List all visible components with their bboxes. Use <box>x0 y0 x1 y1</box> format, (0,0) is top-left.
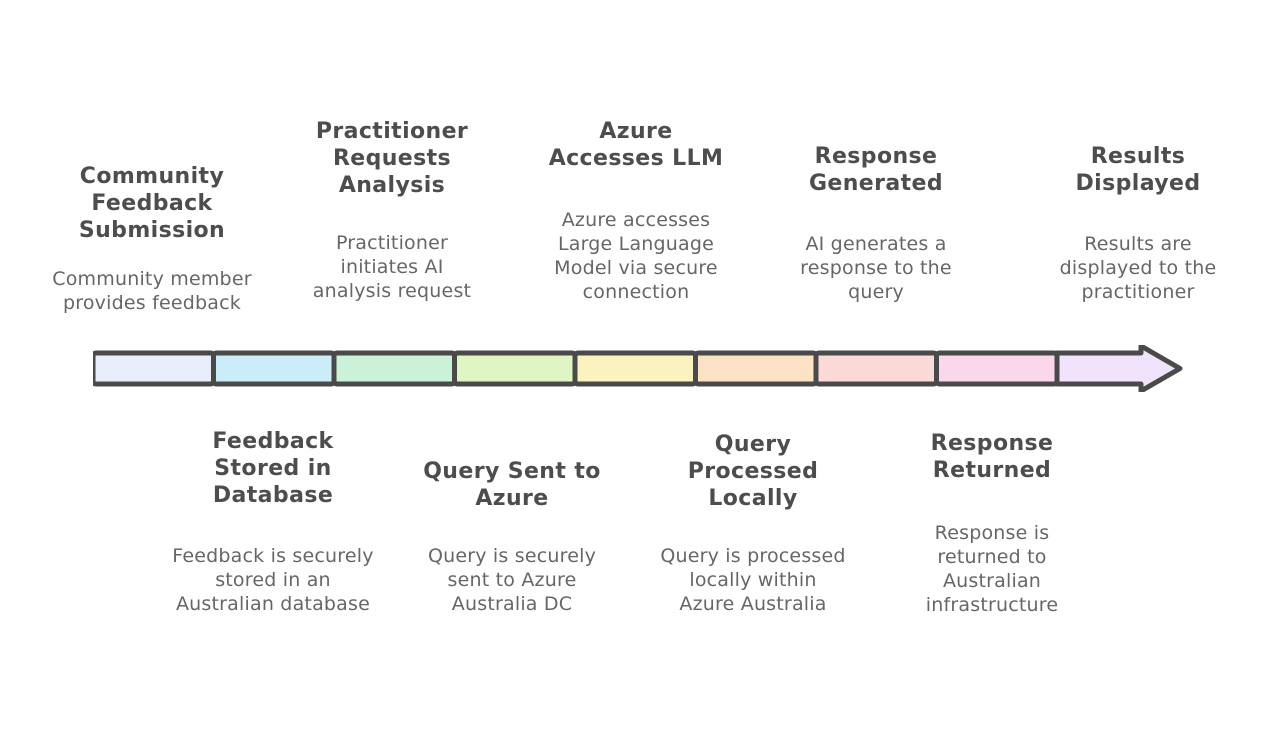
timeline-event-title: Feedback Stored in Database <box>212 429 334 508</box>
timeline-segment <box>211 350 337 387</box>
timeline-event-title: Practitioner Requests Analysis <box>315 119 469 198</box>
timeline-event-title: Response Generated <box>808 144 944 196</box>
timeline-event-description: Query is securely sent to Azure Australi… <box>427 545 597 615</box>
timeline-event-title: Community Feedback Submission <box>78 164 226 243</box>
timeline-event-title: Results Displayed <box>1075 144 1201 196</box>
timeline-event-description: Azure accesses Large Language Model via … <box>554 209 718 303</box>
timeline-event-description: Response is returned to Australian infra… <box>925 522 1059 616</box>
timeline-event-description: Community member provides feedback <box>52 268 252 314</box>
timeline-segment <box>572 350 698 387</box>
timeline-event-title: Azure Accesses LLM <box>548 119 724 171</box>
timeline-arrow <box>93 345 1183 392</box>
timeline-event-title: Query Sent to Azure <box>423 459 601 511</box>
timeline-event-description: Practitioner initiates AI analysis reque… <box>312 232 472 302</box>
timeline-event-description: Results are displayed to the practitione… <box>1059 233 1217 303</box>
timeline-event-title: Response Returned <box>930 431 1054 483</box>
timeline-event-description: Query is processed locally within Azure … <box>660 545 846 615</box>
timeline-segment <box>693 350 819 387</box>
timeline-event-description: Feedback is securely stored in an Austra… <box>172 545 374 615</box>
arrow-head-segment <box>1054 345 1183 392</box>
timeline-segment <box>813 350 939 387</box>
timeline-segment <box>934 350 1060 387</box>
timeline-segment <box>452 350 578 387</box>
timeline-event-title: Query Processed Locally <box>687 432 819 511</box>
timeline-segment <box>93 350 216 387</box>
timeline-event-description: AI generates a response to the query <box>800 233 952 303</box>
timeline-segment <box>331 350 457 387</box>
